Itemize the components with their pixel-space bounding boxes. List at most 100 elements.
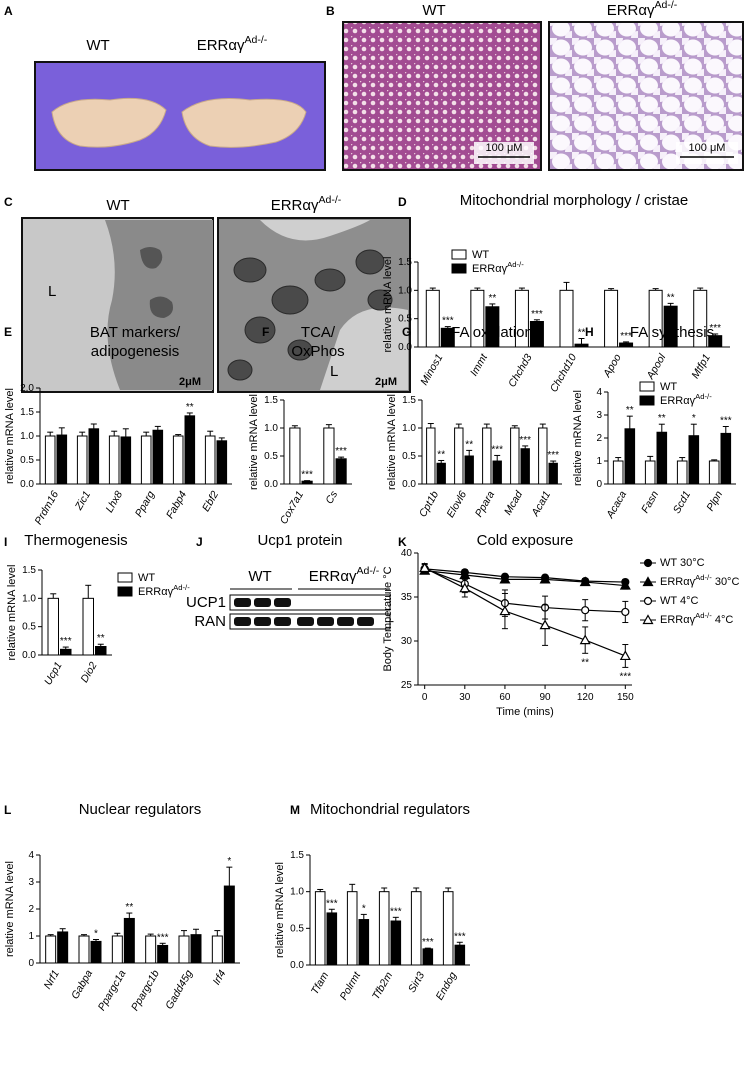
legend-label: ERRαγAd-/- [660,392,712,407]
bar [57,931,69,964]
y-tick-label: 0.5 [402,451,416,462]
marker [539,573,551,584]
marker [579,634,591,645]
error-bar [511,425,518,428]
image-label: WT [106,197,129,214]
legend-label: WT 4°C [660,595,698,607]
bar [111,935,123,964]
panel-letter: A [4,4,13,18]
error-bar [413,887,420,892]
y-tick-label: 1.0 [402,423,416,434]
bar [56,434,68,485]
bar [656,431,668,485]
error-bar [93,939,99,942]
bar [624,428,636,485]
y-axis-label: relative mRNA level [4,861,16,957]
legend-swatch [117,572,133,583]
error-bar [193,928,199,935]
x-tick-label: Minos1 [418,352,445,387]
y-tick-label: 0 [596,479,602,490]
bar [152,429,164,485]
error-bar [712,333,719,336]
y-axis-label: relative mRNA level [572,390,584,486]
chart-title: FA synthesis [630,324,714,341]
blot-title: Ucp1 protein [257,532,342,549]
chart-title: Mitochondrial morphology / cristae [460,192,688,209]
lumen-label: L [48,283,56,300]
significance: *** [454,931,466,942]
legend-label: WT [472,249,489,261]
legend-label: ERRαγAd-/- 30°C [660,573,739,588]
x-tick-label: Mtfp1 [689,352,713,381]
bar [346,891,358,966]
error-bar [85,584,92,599]
bar [425,289,440,348]
x-tick-label: Chchd10 [548,352,579,395]
x-tick-label: Apool [644,351,669,382]
legend-marker [643,596,653,606]
error-bar [438,459,445,464]
bar [604,289,619,348]
marker [419,562,431,573]
error-bar [658,423,665,433]
band-label: UCP1 [186,594,226,611]
x-tick-label: Tfam [309,970,331,997]
bar [422,948,434,966]
error-bar [349,883,356,892]
bar [442,891,454,966]
error-bar [111,430,118,436]
error-bar [58,427,65,436]
bar [574,343,589,348]
y-tick-label: 4 [28,850,34,861]
significance: *** [326,898,338,909]
bar [216,440,228,485]
significance: *** [547,450,559,461]
error-bar [518,287,525,291]
chart-title: TCA/OxPhos [291,324,344,360]
significance: *** [390,906,402,917]
error-bar [652,288,659,291]
panel-letter: I [4,535,7,549]
legend-label: WT [138,572,155,584]
x-tick-label: 150 [617,692,634,703]
scale-box [474,142,534,164]
significance: *** [519,435,531,446]
error-bar [181,930,187,936]
significance: ** [97,633,105,644]
bar [454,944,466,966]
bar [223,885,235,964]
bar [45,935,57,964]
legend-label: WT [660,381,677,393]
legend-swatch [639,381,655,392]
y-tick-label: 1 [28,931,34,942]
legend-marker [642,614,654,625]
error-bar [338,456,345,459]
y-tick-label: 0.5 [22,621,36,632]
error-bar [214,930,221,936]
bar [190,934,202,964]
y-tick-label: 0.5 [20,455,34,466]
error-bar [114,932,121,936]
error-bar [147,933,154,936]
y-tick-label: 1.0 [398,285,412,296]
error-bar [563,281,570,291]
x-tick-label: Fasn [639,489,661,515]
bar [184,415,196,485]
chart-title: Cold exposure [477,532,574,549]
series-line [424,568,626,583]
x-tick-label: Immt [468,351,491,378]
y-axis-label: relative mRNA level [248,394,260,490]
error-bar [328,908,335,913]
bar [172,435,184,485]
marker [459,582,471,593]
bar [120,436,132,485]
error-bar [59,928,66,932]
significance: * [362,903,366,914]
em-lumen [260,220,408,390]
significance: ** [465,439,473,450]
error-bar [429,287,436,291]
bar [108,435,120,485]
error-bar [47,934,54,936]
bar [140,435,152,485]
error-bar [539,423,546,428]
